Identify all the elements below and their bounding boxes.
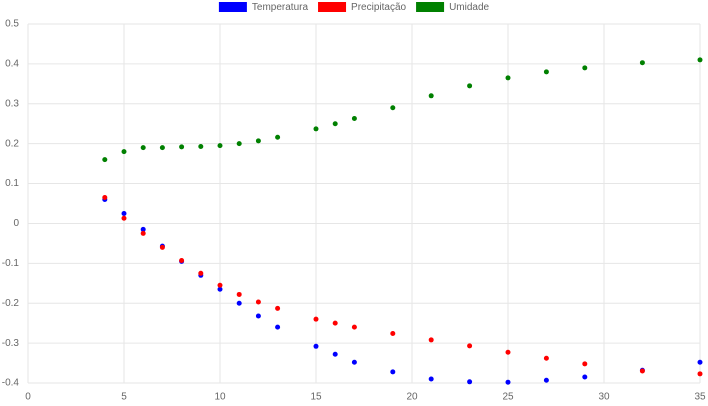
x-tick-label: 35: [694, 392, 706, 403]
point: [390, 369, 396, 375]
point: [313, 126, 319, 132]
point: [217, 143, 223, 149]
legend-swatch[interactable]: [416, 2, 445, 12]
point: [102, 157, 108, 163]
point: [467, 83, 473, 89]
point: [505, 75, 511, 81]
point: [543, 377, 549, 383]
point: [390, 105, 396, 111]
point: [467, 379, 473, 385]
legend-label[interactable]: Precipitação: [351, 2, 406, 13]
point: [236, 141, 242, 147]
point: [582, 65, 588, 71]
point: [332, 351, 338, 357]
point: [697, 371, 703, 377]
point: [159, 145, 165, 151]
point: [121, 210, 127, 216]
point: [351, 324, 357, 330]
point: [236, 291, 242, 297]
point: [159, 244, 165, 250]
point: [428, 337, 434, 343]
x-tick-label: 15: [310, 392, 322, 403]
point: [198, 270, 204, 276]
x-tick-label: 30: [598, 392, 610, 403]
x-tick-label: 5: [121, 392, 127, 403]
y-tick-label: 0: [13, 218, 19, 229]
point: [505, 349, 511, 355]
y-tick-label: -0.4: [2, 378, 20, 389]
point: [217, 286, 223, 292]
point: [179, 258, 185, 264]
x-tick-label: 0: [25, 392, 31, 403]
point: [140, 230, 146, 236]
point: [179, 144, 185, 150]
point: [275, 324, 281, 330]
point: [236, 300, 242, 306]
point: [639, 368, 645, 374]
point: [140, 226, 146, 232]
point: [697, 359, 703, 365]
point: [255, 299, 261, 305]
point: [428, 93, 434, 99]
point: [102, 195, 108, 201]
point: [543, 69, 549, 75]
x-tick-label: 10: [214, 392, 226, 403]
y-tick-label: 0.4: [5, 59, 19, 70]
point: [582, 361, 588, 367]
point: [275, 305, 281, 311]
point: [275, 134, 281, 140]
y-tick-label: 0.1: [5, 178, 19, 189]
point: [428, 376, 434, 382]
point: [313, 316, 319, 322]
point: [198, 143, 204, 149]
y-tick-label: -0.2: [2, 298, 20, 309]
point: [313, 343, 319, 349]
y-tick-label: 0.5: [5, 19, 19, 30]
point: [543, 355, 549, 361]
point: [121, 215, 127, 221]
legend-swatch[interactable]: [318, 2, 347, 12]
y-tick-label: -0.3: [2, 338, 20, 349]
point: [351, 116, 357, 122]
point: [217, 282, 223, 288]
point: [582, 374, 588, 380]
point: [351, 359, 357, 365]
x-tick-label: 25: [502, 392, 514, 403]
x-tick-label: 20: [406, 392, 418, 403]
point: [255, 138, 261, 144]
point: [505, 379, 511, 385]
point: [121, 149, 127, 155]
point: [332, 320, 338, 326]
legend-label[interactable]: Temperatura: [252, 2, 309, 13]
y-tick-label: -0.1: [2, 258, 20, 269]
point: [697, 57, 703, 63]
point: [390, 331, 396, 337]
y-tick-label: 0.3: [5, 98, 19, 109]
y-tick-label: 0.2: [5, 138, 19, 149]
point: [467, 343, 473, 349]
point: [639, 60, 645, 66]
legend-swatch[interactable]: [218, 2, 247, 12]
point: [332, 121, 338, 127]
point: [140, 145, 146, 151]
legend-label[interactable]: Umidade: [449, 2, 489, 13]
point: [255, 313, 261, 319]
